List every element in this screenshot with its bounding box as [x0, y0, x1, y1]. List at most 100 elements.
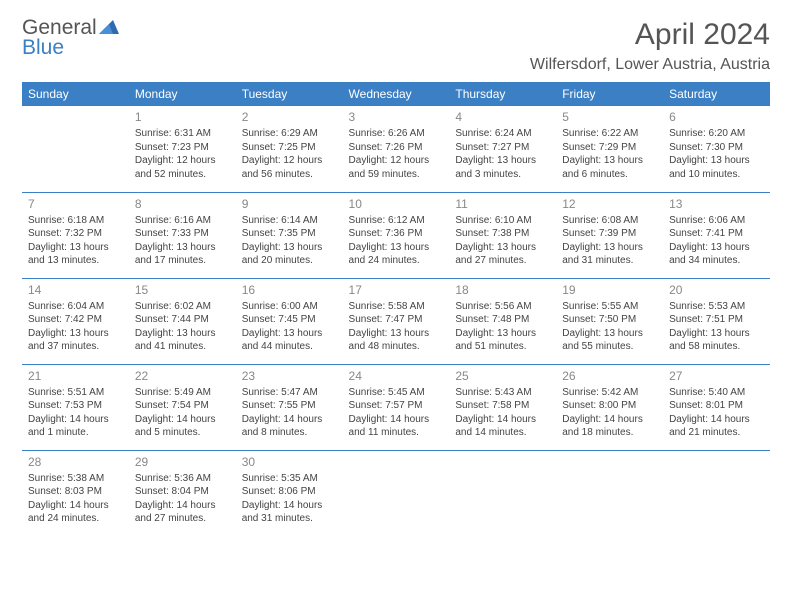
- day-number: 17: [349, 282, 444, 298]
- day-info-line: Daylight: 13 hours: [455, 154, 550, 168]
- day-info-line: Sunrise: 6:29 AM: [242, 127, 337, 141]
- day-info-line: Sunrise: 5:49 AM: [135, 386, 230, 400]
- day-info-line: Sunrise: 5:55 AM: [562, 300, 657, 314]
- day-info-line: Sunrise: 5:58 AM: [349, 300, 444, 314]
- day-info-line: Sunrise: 5:45 AM: [349, 386, 444, 400]
- calendar-cell: 10Sunrise: 6:12 AMSunset: 7:36 PMDayligh…: [343, 192, 450, 278]
- day-number: 24: [349, 368, 444, 384]
- calendar-cell-empty: [343, 450, 450, 536]
- day-info-line: Sunset: 8:01 PM: [669, 399, 764, 413]
- day-info-line: Daylight: 13 hours: [135, 241, 230, 255]
- day-info-line: and 6 minutes.: [562, 168, 657, 182]
- day-info-line: Sunrise: 6:12 AM: [349, 214, 444, 228]
- day-info-line: Sunset: 7:47 PM: [349, 313, 444, 327]
- calendar-row: 7Sunrise: 6:18 AMSunset: 7:32 PMDaylight…: [22, 192, 770, 278]
- day-info-line: Sunrise: 6:18 AM: [28, 214, 123, 228]
- day-info-line: Sunrise: 6:20 AM: [669, 127, 764, 141]
- calendar-cell: 20Sunrise: 5:53 AMSunset: 7:51 PMDayligh…: [663, 278, 770, 364]
- calendar-row: 1Sunrise: 6:31 AMSunset: 7:23 PMDaylight…: [22, 106, 770, 192]
- calendar-cell: 26 Sunrise: 5:42 AMSunset: 8:00 PMDayligh…: [556, 364, 663, 450]
- day-info-line: and 59 minutes.: [349, 168, 444, 182]
- day-info-line: Daylight: 14 hours: [669, 413, 764, 427]
- day-info-line: Daylight: 14 hours: [135, 499, 230, 513]
- day-info-line: Daylight: 13 hours: [455, 327, 550, 341]
- calendar-cell-empty: [663, 450, 770, 536]
- day-info-line: Daylight: 14 hours: [349, 413, 444, 427]
- weekday-header: Tuesday: [236, 82, 343, 106]
- day-info-line: Sunset: 7:53 PM: [28, 399, 123, 413]
- calendar-cell: 16Sunrise: 6:00 AMSunset: 7:45 PMDayligh…: [236, 278, 343, 364]
- day-info-line: Daylight: 14 hours: [28, 499, 123, 513]
- day-info-line: Sunset: 7:54 PM: [135, 399, 230, 413]
- day-info-line: Sunset: 8:00 PM: [562, 399, 657, 413]
- calendar-cell-empty: [22, 106, 129, 192]
- day-info-line: Sunset: 7:55 PM: [242, 399, 337, 413]
- day-info-line: Sunset: 7:48 PM: [455, 313, 550, 327]
- day-info-line: and 31 minutes.: [562, 254, 657, 268]
- calendar-cell: 12Sunrise: 6:08 AMSunset: 7:39 PMDayligh…: [556, 192, 663, 278]
- day-number: 13: [669, 196, 764, 212]
- day-info-line: and 5 minutes.: [135, 426, 230, 440]
- logo-triangle-icon: [99, 18, 119, 38]
- day-info-line: and 18 minutes.: [562, 426, 657, 440]
- day-info-line: and 11 minutes.: [349, 426, 444, 440]
- calendar-cell: 8Sunrise: 6:16 AMSunset: 7:33 PMDaylight…: [129, 192, 236, 278]
- weekday-header: Thursday: [449, 82, 556, 106]
- day-info-line: Sunset: 7:26 PM: [349, 141, 444, 155]
- day-info-line: and 31 minutes.: [242, 512, 337, 526]
- day-info-line: Sunset: 7:29 PM: [562, 141, 657, 155]
- location: Wilfersdorf, Lower Austria, Austria: [530, 56, 770, 74]
- day-info-line: Sunset: 7:39 PM: [562, 227, 657, 241]
- day-info-line: Sunrise: 6:24 AM: [455, 127, 550, 141]
- calendar-cell: 6Sunrise: 6:20 AMSunset: 7:30 PMDaylight…: [663, 106, 770, 192]
- day-info-line: and 48 minutes.: [349, 340, 444, 354]
- day-number: 29: [135, 454, 230, 470]
- day-number: 27: [669, 368, 764, 384]
- day-info-line: Sunrise: 5:40 AM: [669, 386, 764, 400]
- weekday-header: Monday: [129, 82, 236, 106]
- day-info-line: and 27 minutes.: [455, 254, 550, 268]
- day-info-line: Sunset: 7:45 PM: [242, 313, 337, 327]
- day-number: 6: [669, 109, 764, 125]
- title-block: April 2024 Wilfersdorf, Lower Austria, A…: [530, 18, 770, 74]
- day-info-line: Daylight: 13 hours: [349, 241, 444, 255]
- calendar-cell: 27 Sunrise: 5:40 AMSunset: 8:01 PMDayligh…: [663, 364, 770, 450]
- calendar-cell: 15Sunrise: 6:02 AMSunset: 7:44 PMDayligh…: [129, 278, 236, 364]
- day-number: 26: [562, 368, 657, 384]
- day-info-line: Daylight: 13 hours: [562, 154, 657, 168]
- day-info-line: Sunset: 7:33 PM: [135, 227, 230, 241]
- day-info-line: Daylight: 13 hours: [669, 154, 764, 168]
- day-info-line: Daylight: 13 hours: [562, 327, 657, 341]
- day-info-line: Daylight: 14 hours: [562, 413, 657, 427]
- day-info-line: Daylight: 13 hours: [562, 241, 657, 255]
- day-info-line: Sunrise: 5:42 AM: [562, 386, 657, 400]
- day-info-line: and 56 minutes.: [242, 168, 337, 182]
- calendar-cell: 19Sunrise: 5:55 AMSunset: 7:50 PMDayligh…: [556, 278, 663, 364]
- calendar-cell: 3Sunrise: 6:26 AMSunset: 7:26 PMDaylight…: [343, 106, 450, 192]
- day-info-line: Sunrise: 5:43 AM: [455, 386, 550, 400]
- day-number: 4: [455, 109, 550, 125]
- day-info-line: and 21 minutes.: [669, 426, 764, 440]
- day-info-line: and 1 minute.: [28, 426, 123, 440]
- day-number: 2: [242, 109, 337, 125]
- day-info-line: Sunset: 7:23 PM: [135, 141, 230, 155]
- day-info-line: and 17 minutes.: [135, 254, 230, 268]
- calendar-cell: 17Sunrise: 5:58 AMSunset: 7:47 PMDayligh…: [343, 278, 450, 364]
- calendar-row: 28Sunrise: 5:38 AMSunset: 8:03 PMDayligh…: [22, 450, 770, 536]
- day-info-line: Sunrise: 6:16 AM: [135, 214, 230, 228]
- calendar-row: 14Sunrise: 6:04 AMSunset: 7:42 PMDayligh…: [22, 278, 770, 364]
- calendar-cell-empty: [556, 450, 663, 536]
- day-info-line: and 24 minutes.: [349, 254, 444, 268]
- calendar-cell: 2Sunrise: 6:29 AMSunset: 7:25 PMDaylight…: [236, 106, 343, 192]
- calendar-cell: 11Sunrise: 6:10 AMSunset: 7:38 PMDayligh…: [449, 192, 556, 278]
- day-info-line: Sunrise: 6:26 AM: [349, 127, 444, 141]
- day-info-line: Sunrise: 6:08 AM: [562, 214, 657, 228]
- day-info-line: Sunset: 7:38 PM: [455, 227, 550, 241]
- calendar-cell: 30Sunrise: 5:35 AMSunset: 8:06 PMDayligh…: [236, 450, 343, 536]
- day-info-line: Sunrise: 5:38 AM: [28, 472, 123, 486]
- page-header: General Blue April 2024 Wilfersdorf, Low…: [22, 18, 770, 74]
- day-info-line: Sunrise: 5:53 AM: [669, 300, 764, 314]
- day-info-line: Sunrise: 6:14 AM: [242, 214, 337, 228]
- calendar-cell: 7Sunrise: 6:18 AMSunset: 7:32 PMDaylight…: [22, 192, 129, 278]
- day-info-line: and 27 minutes.: [135, 512, 230, 526]
